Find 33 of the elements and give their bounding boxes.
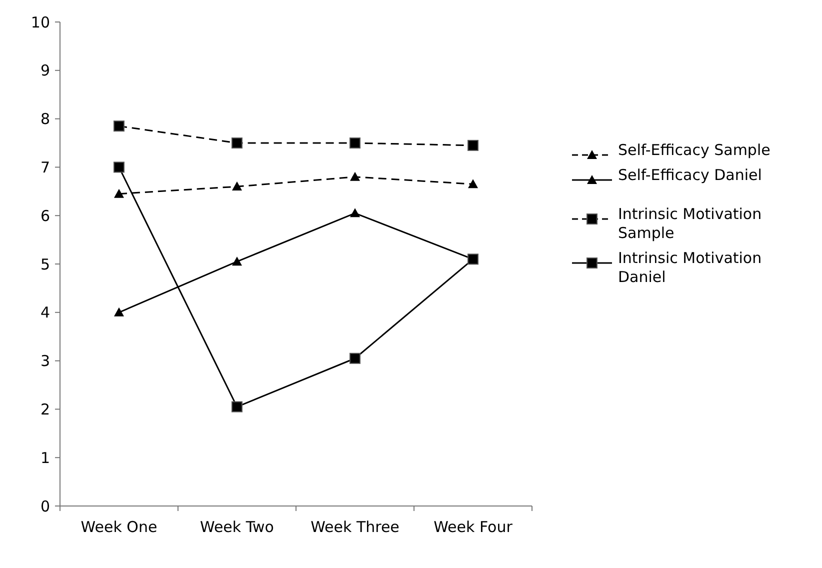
legend-label: Self-Efficacy Sample bbox=[618, 141, 770, 159]
y-tick-label: 1 bbox=[40, 448, 50, 467]
y-tick-label: 9 bbox=[40, 62, 50, 80]
x-tick-label: Week Two bbox=[200, 518, 274, 536]
y-tick-label: 3 bbox=[40, 352, 50, 370]
point bbox=[114, 120, 124, 132]
point bbox=[232, 182, 242, 191]
legend-label: Self-Efficacy Daniel bbox=[618, 166, 762, 184]
point bbox=[114, 307, 124, 316]
x-tick-label: Week Three bbox=[310, 518, 400, 536]
point bbox=[232, 401, 242, 412]
point bbox=[350, 208, 360, 218]
point bbox=[468, 179, 478, 188]
y-tick-label: 6 bbox=[40, 206, 50, 225]
point bbox=[350, 172, 360, 181]
point bbox=[114, 188, 124, 198]
legend-label: Intrinsic Motivation Daniel bbox=[618, 249, 762, 286]
y-tick-label: 0 bbox=[40, 497, 50, 516]
y-tick-label: 4 bbox=[40, 304, 50, 322]
point bbox=[114, 162, 124, 173]
point bbox=[468, 140, 478, 151]
x-tick-label: Week One bbox=[80, 518, 158, 536]
y-tick-label: 2 bbox=[40, 400, 50, 418]
point bbox=[350, 352, 360, 364]
point bbox=[350, 138, 360, 148]
x-tick-label: Week Four bbox=[434, 518, 514, 536]
legend-label: Intrinsic Motivation Sample bbox=[618, 205, 762, 242]
y-tick-label: 5 bbox=[40, 255, 50, 274]
y-tick-label: 7 bbox=[40, 158, 50, 176]
point bbox=[232, 138, 242, 148]
y-tick-label: 8 bbox=[40, 110, 50, 128]
point bbox=[232, 256, 242, 266]
y-tick-label: 10 bbox=[30, 13, 50, 32]
